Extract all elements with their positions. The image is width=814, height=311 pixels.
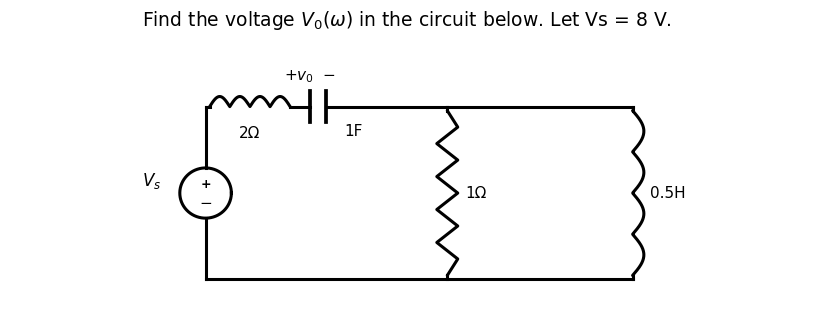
Text: Find the voltage $V_0(\omega)$ in the circuit below. Let Vs = 8 V.: Find the voltage $V_0(\omega)$ in the ci…: [142, 9, 672, 32]
Text: $V_s$: $V_s$: [142, 171, 161, 191]
Text: −: −: [199, 196, 212, 211]
Text: 1F: 1F: [344, 124, 362, 139]
Text: +: +: [200, 178, 211, 191]
Text: 1Ω: 1Ω: [465, 186, 487, 201]
Text: 2Ω: 2Ω: [239, 126, 260, 141]
Text: 0.5H: 0.5H: [650, 186, 686, 201]
Text: +$v_0$  −: +$v_0$ −: [284, 68, 336, 85]
